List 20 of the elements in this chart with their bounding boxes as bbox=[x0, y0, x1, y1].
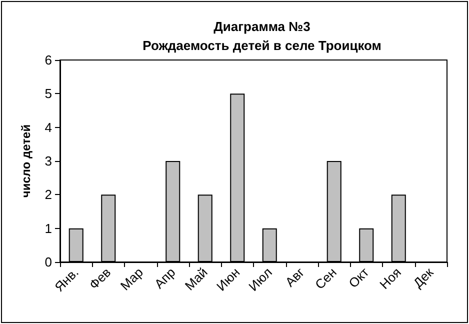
x-tick-label: Дек bbox=[410, 264, 436, 291]
x-tick-label: Янв. bbox=[52, 264, 82, 294]
y-tick-label: 6 bbox=[44, 52, 52, 68]
y-tick-label: 2 bbox=[44, 187, 52, 202]
chart-title: Диаграмма №3 Рождаемость детей в селе Троицком bbox=[142, 19, 382, 53]
y-axis-title: число детей bbox=[19, 124, 33, 198]
y-tick-label: 1 bbox=[44, 220, 52, 236]
y-tick-label: 4 bbox=[44, 120, 52, 135]
y-tick-label: 5 bbox=[44, 86, 52, 102]
x-tick-label: Фев bbox=[86, 264, 114, 292]
x-tick-label: Окт bbox=[346, 264, 372, 291]
x-tick-label: Авг bbox=[282, 264, 308, 290]
x-tick-label: Сен bbox=[312, 264, 340, 292]
x-tick-label: Ноя bbox=[376, 264, 404, 292]
x-tick-label: Июн bbox=[214, 264, 243, 294]
y-tick-label: 0 bbox=[44, 254, 52, 270]
x-tick-label: Мар bbox=[117, 264, 146, 294]
x-tick-label: Июл bbox=[246, 264, 275, 294]
x-tick-label: Апр bbox=[151, 264, 178, 292]
y-tick-label: 3 bbox=[44, 154, 52, 168]
